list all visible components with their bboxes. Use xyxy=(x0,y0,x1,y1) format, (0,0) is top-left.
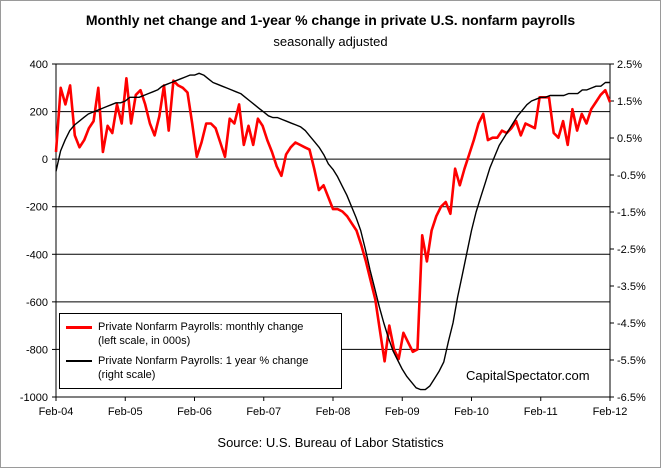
x-axis-tick-label: Feb-10 xyxy=(454,406,489,418)
x-axis-tick-label: Feb-05 xyxy=(108,406,143,418)
series-lines xyxy=(54,72,612,391)
left-axis-tick-label: -1000 xyxy=(20,392,48,404)
chart-legend: Private Nonfarm Payrolls: monthly change… xyxy=(59,313,342,389)
right-axis-tick-label: -4.5% xyxy=(617,318,646,330)
left-axis-tick-label: -200 xyxy=(26,202,48,214)
x-axis-tick-label: Feb-08 xyxy=(316,406,351,418)
legend-note-monthly-change: (left scale, in 000s) xyxy=(98,335,191,347)
legend-swatch-monthly-change xyxy=(66,326,92,329)
chart-subtitle: seasonally adjusted xyxy=(273,34,388,49)
axis-ticks: 400 200 0 -200 -400 -600 -800 -1000 2.5% 1.5% 0.5%… xyxy=(20,59,646,418)
left-axis-tick-label: 400 xyxy=(30,59,48,71)
x-axis-tick-label: Feb-09 xyxy=(385,406,420,418)
right-axis-tick-label: -0.5% xyxy=(617,170,646,182)
right-axis-tick-label: -5.5% xyxy=(617,355,646,367)
left-axis-tick-label: -600 xyxy=(26,297,48,309)
right-axis-tick-label: 1.5% xyxy=(617,96,642,108)
series-line-monthly-change xyxy=(54,77,612,363)
series-line-yearly-change xyxy=(55,72,610,391)
x-axis-tick-label: Feb-04 xyxy=(39,406,74,418)
right-axis-tick-label: 0.5% xyxy=(617,133,642,145)
x-axis-tick-label: Feb-12 xyxy=(593,406,628,418)
chart-title: Monthly net change and 1-year % change i… xyxy=(85,12,576,28)
left-axis-tick-label: 200 xyxy=(30,107,48,119)
right-axis-tick-label: -6.5% xyxy=(617,392,646,404)
left-axis-tick-label: -800 xyxy=(26,344,48,356)
left-axis-tick-label: 0 xyxy=(42,154,48,166)
watermark-text: CapitalSpectator.com xyxy=(466,368,590,383)
x-axis-tick-label: Feb-06 xyxy=(177,406,212,418)
chart-source: Source: U.S. Bureau of Labor Statistics xyxy=(217,435,444,450)
right-axis-tick-label: -1.5% xyxy=(617,207,646,219)
left-axis-tick-label: -400 xyxy=(26,249,48,261)
right-axis-tick-label: 2.5% xyxy=(617,59,642,71)
legend-label-monthly-change: Private Nonfarm Payrolls: monthly change xyxy=(98,321,304,333)
x-axis-tick-label: Feb-11 xyxy=(524,406,558,418)
right-axis-tick-label: -3.5% xyxy=(617,281,646,293)
right-axis-tick-label: -2.5% xyxy=(617,244,646,256)
legend-note-yearly-change: (right scale) xyxy=(98,369,156,381)
legend-label-yearly-change: Private Nonfarm Payrolls: 1 year % chang… xyxy=(98,355,309,367)
x-axis-tick-label: Feb-07 xyxy=(246,406,281,418)
legend-swatch-yearly-change xyxy=(66,360,92,362)
